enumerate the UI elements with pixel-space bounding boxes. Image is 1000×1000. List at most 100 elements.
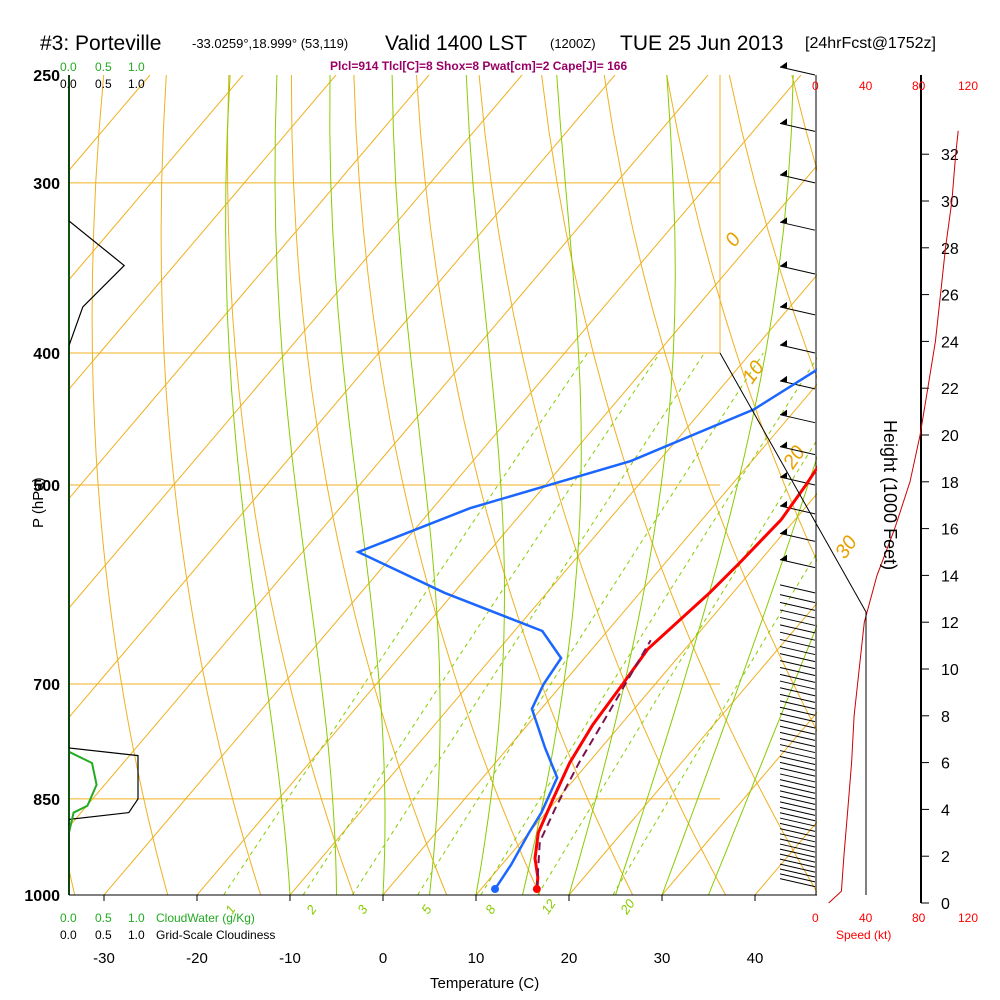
wind-barb [779, 532, 816, 542]
speed-scale-bottom: 0 40 80 120 Speed (kt) [812, 911, 978, 942]
wind-barb [779, 853, 816, 863]
pressure-tick-label: 700 [33, 677, 60, 694]
height-tick-label: 20 [941, 428, 959, 445]
svg-text:80: 80 [912, 911, 926, 925]
speed-scale-top: 0 40 80 120 [812, 79, 978, 93]
wind-barb [779, 801, 816, 811]
wind-barb [779, 680, 816, 690]
stability-params: Plcl=914 Tlcl[C]=8 Shox=8 Pwat[cm]=2 Cap… [330, 59, 627, 73]
speed-profile-line [828, 130, 959, 904]
moist-adiabat [661, 455, 817, 895]
utc-time: (1200Z) [550, 36, 596, 51]
height-tick-label: 14 [941, 568, 959, 585]
wind-barb [779, 790, 816, 800]
height-tick-label: 16 [941, 522, 959, 539]
dry-adiabat [980, 75, 1000, 895]
svg-text:1.0: 1.0 [128, 77, 145, 91]
wind-barb [779, 795, 816, 805]
wind-barb [779, 687, 816, 697]
wind-barb [779, 812, 816, 822]
pressure-tick-label: 850 [33, 792, 60, 809]
isotherm-line [289, 274, 817, 895]
station-title: #3: Porteville [40, 32, 161, 55]
dry-adiabat [416, 75, 634, 895]
svg-text:1.0: 1.0 [128, 60, 145, 74]
wind-barb [779, 609, 816, 619]
dry-adiabat [666, 75, 817, 563]
wind-barb [779, 822, 816, 832]
pressure-tick-label: 500 [33, 478, 60, 495]
surface-dewpoint-dot [491, 885, 500, 894]
wind-barb [779, 806, 816, 816]
valid-time: Valid 1400 LST [385, 32, 527, 55]
svg-text:0: 0 [812, 911, 819, 925]
wind-barb [779, 624, 816, 634]
height-tick-label: 32 [941, 147, 959, 164]
wind-barb-flag [780, 375, 787, 382]
cloudwater-profile-line [68, 750, 98, 833]
wind-barb [779, 631, 816, 641]
moist-adiabat [274, 75, 337, 895]
height-tick-label: 0 [941, 896, 950, 913]
wind-barb [779, 833, 816, 843]
isotherm-line [848, 75, 1000, 895]
wind-barb [779, 873, 816, 883]
wind-barb [779, 863, 816, 873]
mixing-ratio-line [537, 439, 817, 895]
mixing-ratio-line [223, 352, 589, 895]
dry-adiabat [91, 75, 169, 895]
x-tick-label: -10 [279, 950, 301, 967]
wind-barb [779, 667, 816, 677]
wind-barb [779, 750, 816, 760]
wind-barb [779, 638, 816, 648]
wind-barb [779, 559, 816, 569]
wind-barb [779, 653, 816, 663]
height-tick-label: 10 [941, 662, 959, 679]
isotherm-line [661, 711, 817, 895]
wind-barb [779, 673, 816, 683]
svg-text:0.0: 0.0 [60, 60, 77, 74]
dry-adiabat [541, 75, 817, 894]
x-tick-label: 0 [379, 950, 387, 967]
isotherm-line [382, 383, 817, 895]
svg-text:0.0: 0.0 [60, 928, 77, 942]
dry-adiabat [227, 75, 355, 895]
x-tick-label: -20 [186, 950, 208, 967]
isotherm-line [69, 75, 337, 390]
moist-adiabat [225, 75, 291, 895]
height-axis-label: Height (1000 Feet) [880, 420, 900, 570]
wind-barb [779, 505, 816, 515]
wind-barb [779, 878, 816, 888]
height-tick-label: 28 [941, 241, 959, 258]
height-tick-label: 22 [941, 381, 959, 398]
wind-barb [779, 66, 816, 76]
isotherm-line [69, 75, 523, 609]
wind-barb [779, 594, 816, 604]
wind-barb [779, 221, 816, 231]
svg-text:40: 40 [859, 911, 873, 925]
wind-barb [779, 817, 816, 827]
x-axis-label: Temperature (C) [430, 975, 539, 992]
svg-text:1.0: 1.0 [128, 911, 145, 925]
forecast-date: TUE 25 Jun 2013 [620, 32, 783, 55]
frame-diagonal [719, 352, 867, 613]
wind-barb [779, 843, 816, 853]
wind-barb [779, 646, 816, 656]
wind-barb-flag [780, 217, 787, 224]
mixing-ratio-line [480, 357, 817, 895]
parcel-line [535, 639, 652, 890]
wind-barb [779, 616, 816, 626]
wind-barb [779, 380, 816, 390]
svg-text:0.5: 0.5 [95, 911, 112, 925]
cloudwater-label: CloudWater (g/Kg) [156, 911, 255, 925]
wind-barb [779, 773, 816, 783]
wind-barb-flag [780, 301, 787, 308]
cloudiness-label: Grid-Scale Cloudiness [156, 928, 275, 942]
wind-barb [779, 828, 816, 838]
dry-adiabat [854, 75, 1000, 895]
wind-barb [779, 731, 816, 741]
temperature-line [533, 465, 817, 890]
wind-barb [779, 868, 816, 878]
mixing-ratio-label: 8 [482, 902, 499, 917]
